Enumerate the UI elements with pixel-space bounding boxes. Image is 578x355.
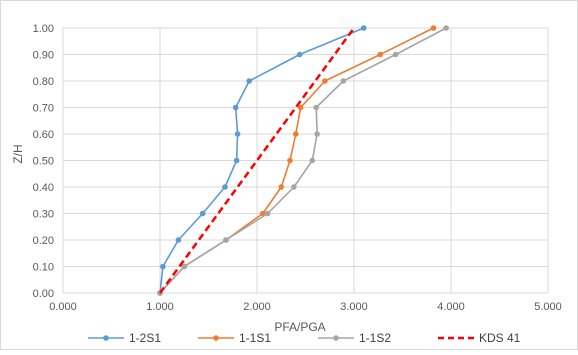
data-point — [443, 25, 449, 31]
data-point — [287, 157, 293, 164]
data-point — [296, 51, 303, 58]
data-point — [160, 263, 166, 270]
data-point — [313, 104, 319, 111]
data-point — [293, 131, 299, 137]
data-point — [297, 104, 304, 111]
x-tick-label: 0.000 — [49, 301, 77, 313]
data-point — [360, 25, 367, 31]
y-tick-label: 0.70 — [33, 103, 54, 115]
y-tick-label: 0.00 — [33, 288, 54, 300]
data-point — [264, 210, 271, 217]
x-tick-label: 2.000 — [243, 301, 271, 313]
legend-marker — [103, 335, 109, 341]
x-tick-label: 4.000 — [437, 301, 465, 313]
legend-label: KDS 41 — [479, 331, 521, 345]
y-tick-label: 0.40 — [33, 182, 54, 194]
y-tick-label: 0.20 — [33, 235, 54, 247]
y-tick-label: 0.90 — [33, 50, 54, 62]
legend-marker — [333, 335, 339, 341]
data-point — [232, 104, 239, 111]
data-point — [181, 263, 188, 270]
data-point — [223, 237, 229, 243]
y-tick-label: 0.10 — [33, 262, 54, 274]
data-point — [278, 184, 285, 190]
data-point — [222, 184, 228, 190]
legend-item: 1-2S1 — [88, 331, 161, 345]
legend-item: 1-1S2 — [318, 331, 391, 345]
data-point — [430, 25, 437, 31]
data-point — [233, 157, 240, 164]
x-tick-label: 1.000 — [146, 301, 174, 313]
data-point — [199, 210, 206, 217]
series-1-1s2 — [157, 25, 449, 296]
series-layer — [157, 25, 449, 296]
gridlines — [62, 27, 549, 294]
x-tick-label: 5.000 — [534, 301, 562, 313]
series-1-2s1 — [157, 25, 367, 296]
y-tick-label: 0.50 — [33, 156, 54, 168]
data-point — [309, 157, 316, 164]
data-point — [246, 78, 253, 84]
x-axis-title: PFA/PGA — [274, 320, 325, 334]
legend-label: 1-2S1 — [129, 331, 161, 345]
data-point — [314, 131, 320, 137]
legend-label: 1-1S2 — [359, 331, 391, 345]
data-point — [340, 78, 347, 84]
legend-marker — [213, 335, 219, 341]
data-point — [377, 51, 383, 58]
y-tick-label: 0.30 — [33, 209, 54, 221]
legend-label: 1-1S1 — [239, 331, 271, 345]
data-point — [234, 131, 241, 137]
legend: 1-2S1 1-1S1 1-1S2 KDS 41 — [88, 331, 521, 345]
y-tick-label: 0.80 — [33, 76, 54, 88]
tick-labels: 0.00 0.10 0.20 0.30 0.40 0.50 0.60 0.70 0.80 0.90… — [33, 23, 562, 313]
y-tick-label: 0.60 — [33, 129, 54, 141]
legend-item: KDS 41 — [438, 331, 521, 345]
data-point — [175, 237, 182, 243]
data-point — [322, 78, 328, 84]
data-point — [392, 51, 399, 58]
legend-item: 1-1S1 — [198, 331, 271, 345]
data-point — [291, 184, 297, 190]
y-tick-label: 1.00 — [33, 23, 54, 35]
x-tick-label: 3.000 — [340, 301, 368, 313]
y-axis-title: Z/H — [11, 144, 25, 163]
